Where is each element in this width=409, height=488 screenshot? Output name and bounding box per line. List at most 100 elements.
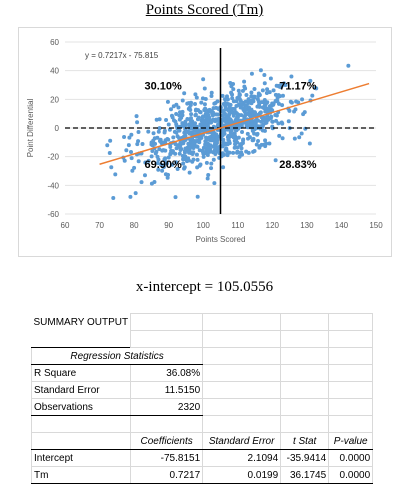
data-point bbox=[109, 165, 114, 170]
table-row: SUMMARY OUTPUT bbox=[32, 313, 374, 331]
data-point bbox=[251, 94, 256, 99]
data-point bbox=[135, 142, 140, 147]
data-point bbox=[261, 115, 266, 120]
data-point bbox=[174, 102, 179, 107]
data-point bbox=[267, 106, 272, 111]
data-point bbox=[300, 97, 305, 102]
data-point bbox=[268, 76, 273, 81]
data-point bbox=[255, 104, 260, 109]
data-point bbox=[196, 115, 201, 120]
data-point bbox=[178, 148, 183, 153]
regression-stats-header: Regression Statistics bbox=[30, 347, 204, 365]
quadrant-label-bottom-right: 28.83% bbox=[279, 159, 317, 171]
data-point bbox=[256, 138, 261, 143]
data-point bbox=[202, 145, 207, 150]
data-point bbox=[280, 93, 285, 98]
data-point bbox=[252, 148, 257, 153]
data-point bbox=[167, 127, 172, 132]
data-point bbox=[156, 167, 161, 172]
data-point bbox=[297, 135, 302, 140]
data-point bbox=[225, 153, 230, 158]
data-point bbox=[154, 149, 159, 154]
data-point bbox=[173, 195, 178, 200]
data-point bbox=[279, 85, 284, 90]
data-point bbox=[197, 109, 202, 114]
table-row: Standard Error 11.5150 bbox=[30, 381, 374, 399]
data-point bbox=[231, 135, 236, 140]
x-tick-label: 150 bbox=[369, 221, 383, 230]
data-point bbox=[239, 124, 244, 129]
data-point bbox=[226, 137, 231, 142]
y-tick-label: 40 bbox=[50, 67, 59, 76]
data-point bbox=[171, 135, 176, 140]
data-point bbox=[151, 131, 156, 136]
data-point bbox=[151, 138, 156, 143]
data-point bbox=[255, 97, 260, 102]
data-point bbox=[225, 142, 230, 147]
data-point bbox=[286, 119, 291, 124]
data-point bbox=[287, 108, 292, 113]
data-point bbox=[226, 108, 231, 113]
stat-label: Observations bbox=[30, 398, 132, 416]
data-point bbox=[240, 140, 245, 145]
data-point bbox=[177, 128, 182, 133]
data-point bbox=[136, 129, 141, 134]
data-point bbox=[222, 97, 227, 102]
data-point bbox=[237, 92, 242, 97]
x-tick-label: 130 bbox=[300, 221, 314, 230]
data-point bbox=[232, 145, 237, 150]
data-point bbox=[157, 126, 162, 131]
data-point bbox=[142, 173, 147, 178]
data-point bbox=[191, 150, 196, 155]
data-point bbox=[258, 68, 263, 73]
data-point bbox=[252, 110, 257, 115]
data-point bbox=[174, 112, 179, 117]
x-tick-label: 140 bbox=[335, 221, 349, 230]
data-point bbox=[182, 165, 187, 170]
data-point bbox=[215, 112, 220, 117]
data-point bbox=[193, 102, 198, 107]
data-point bbox=[207, 107, 212, 112]
data-point bbox=[162, 130, 167, 135]
data-point bbox=[194, 152, 199, 157]
data-point bbox=[249, 71, 254, 76]
data-point bbox=[270, 119, 275, 124]
data-point bbox=[186, 141, 191, 146]
stat-value: 36.08% bbox=[130, 364, 204, 382]
trendline bbox=[99, 82, 370, 165]
x-intercept-text: x-intercept = 105.0556 bbox=[135, 279, 274, 295]
data-point bbox=[236, 135, 241, 140]
coef-label: Intercept bbox=[30, 449, 132, 467]
data-point bbox=[192, 138, 197, 143]
data-point bbox=[233, 142, 238, 147]
data-point bbox=[155, 154, 160, 159]
quadrant-label-bottom-left: 69.90% bbox=[144, 159, 182, 171]
data-point bbox=[262, 72, 267, 77]
data-point bbox=[195, 194, 200, 199]
x-tick-label: 70 bbox=[95, 221, 104, 230]
data-point bbox=[191, 157, 196, 162]
stat-label: R Square bbox=[30, 364, 132, 382]
data-point bbox=[136, 139, 141, 144]
data-point bbox=[273, 113, 278, 118]
data-point bbox=[135, 120, 140, 125]
data-point bbox=[166, 172, 171, 177]
data-point bbox=[160, 148, 165, 153]
y-tick-label: 20 bbox=[50, 95, 59, 104]
y-axis-label: Point Differential bbox=[26, 99, 35, 158]
data-point bbox=[174, 122, 179, 127]
data-point bbox=[224, 101, 229, 106]
data-point bbox=[245, 131, 250, 136]
data-point bbox=[188, 116, 193, 121]
data-point bbox=[231, 99, 236, 104]
data-point bbox=[307, 141, 312, 146]
data-point bbox=[105, 143, 110, 148]
table-row: Tm 0.7217 0.0199 36.1745 0.0000 bbox=[30, 466, 374, 484]
coef-header: P-value bbox=[328, 432, 374, 450]
data-point bbox=[210, 137, 215, 142]
data-point bbox=[183, 119, 188, 124]
x-tick-label: 80 bbox=[130, 221, 139, 230]
data-point bbox=[223, 106, 228, 111]
table-row: Regression Statistics bbox=[30, 347, 374, 365]
data-point bbox=[156, 129, 161, 134]
